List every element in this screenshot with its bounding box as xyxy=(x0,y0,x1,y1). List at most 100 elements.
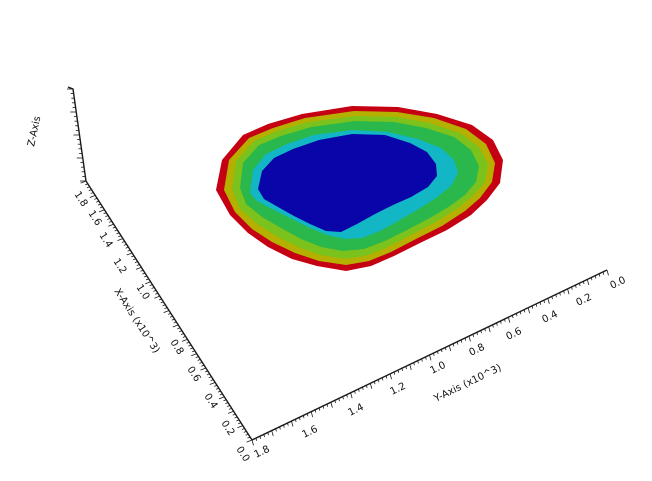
major-tick xyxy=(527,307,530,314)
minor-tick xyxy=(151,287,155,289)
x-tick-label: 1.0 xyxy=(133,283,151,302)
major-tick xyxy=(389,373,392,380)
minor-tick xyxy=(460,339,463,343)
major-tick xyxy=(409,364,412,370)
minor-tick xyxy=(245,433,249,436)
minor-tick xyxy=(531,305,534,309)
major-tick xyxy=(191,353,197,357)
major-tick xyxy=(163,310,170,313)
minor-tick xyxy=(255,438,258,441)
minor-tick xyxy=(287,422,289,426)
minor-tick xyxy=(397,370,400,373)
minor-tick xyxy=(279,426,281,430)
major-tick xyxy=(291,421,294,427)
minor-tick xyxy=(571,286,573,290)
minor-tick xyxy=(551,296,553,300)
minor-tick xyxy=(123,243,127,246)
minor-tick xyxy=(199,361,203,364)
minor-tick xyxy=(90,192,94,194)
minor-tick xyxy=(275,428,277,432)
minor-tick xyxy=(136,264,140,266)
minor-tick xyxy=(302,415,305,419)
minor-tick xyxy=(179,330,183,333)
minor-tick xyxy=(358,388,360,392)
minor-tick xyxy=(417,360,419,364)
major-tick xyxy=(154,295,160,299)
minor-tick xyxy=(492,324,494,328)
minor-tick xyxy=(142,272,146,275)
minor-tick xyxy=(125,246,129,249)
y-tick-label: 0.6 xyxy=(504,326,523,343)
minor-tick xyxy=(232,413,236,416)
minor-tick xyxy=(472,334,475,338)
major-tick xyxy=(209,382,216,385)
x-axis-ticks xyxy=(80,180,253,443)
x-axis-title: X-Axis (x10^3) xyxy=(111,287,161,356)
minor-tick xyxy=(555,294,557,298)
minor-tick xyxy=(131,255,135,258)
voxel-surface xyxy=(216,106,503,271)
major-tick xyxy=(310,411,314,418)
minor-tick xyxy=(334,400,336,404)
minor-tick xyxy=(158,298,162,301)
minor-tick xyxy=(140,269,144,272)
minor-tick xyxy=(464,337,467,341)
minor-tick xyxy=(241,428,245,430)
minor-tick xyxy=(421,358,423,362)
minor-tick xyxy=(539,302,542,305)
minor-tick xyxy=(103,212,107,215)
minor-tick xyxy=(177,327,181,330)
major-tick xyxy=(330,402,333,408)
minor-tick xyxy=(160,301,164,304)
minor-tick xyxy=(385,375,388,379)
major-tick xyxy=(369,383,373,389)
y-tick-label: 0.0 xyxy=(608,275,627,292)
x-tick-label: 1.8 xyxy=(71,190,89,209)
minor-tick xyxy=(480,330,482,334)
minor-tick xyxy=(206,373,210,376)
minor-tick xyxy=(155,292,159,295)
minor-tick xyxy=(500,320,502,324)
minor-tick xyxy=(188,344,192,347)
minor-tick xyxy=(173,321,177,324)
x-tick-label: 0.2 xyxy=(218,419,236,438)
minor-tick xyxy=(195,356,199,358)
minor-tick xyxy=(559,292,561,296)
minor-tick xyxy=(496,322,498,326)
minor-tick xyxy=(322,405,325,409)
minor-tick xyxy=(107,218,111,220)
y-tick-label: 1.6 xyxy=(300,424,319,441)
minor-tick xyxy=(86,186,90,189)
y-tick-label: 1.2 xyxy=(388,381,407,398)
minor-tick xyxy=(354,390,356,394)
major-tick xyxy=(237,425,243,429)
y-tick-label: 0.8 xyxy=(467,342,486,359)
minor-tick xyxy=(484,328,486,332)
minor-tick xyxy=(190,347,194,350)
minor-tick xyxy=(180,333,184,335)
minor-tick xyxy=(121,241,125,243)
minor-tick xyxy=(523,309,526,313)
minor-tick xyxy=(452,343,455,347)
minor-tick xyxy=(238,422,242,425)
major-tick xyxy=(508,317,511,323)
minor-tick xyxy=(437,351,439,355)
y-axis-tick-labels: 1.8 1.6 1.4 1.2 1.0 0.8 0.6 0.4 0.2 0.0 xyxy=(252,275,627,461)
minor-tick xyxy=(234,416,238,419)
minor-tick xyxy=(373,381,376,385)
minor-tick xyxy=(94,197,98,200)
minor-tick xyxy=(413,362,415,366)
minor-tick xyxy=(127,249,131,252)
y-tick-label: 1.8 xyxy=(252,444,271,461)
minor-tick xyxy=(223,399,227,402)
minor-tick xyxy=(425,356,427,360)
major-tick xyxy=(271,430,274,437)
minor-tick xyxy=(99,206,103,209)
x-tick-label: 1.4 xyxy=(96,231,114,250)
minor-tick xyxy=(263,434,265,438)
minor-tick xyxy=(96,200,100,203)
minor-tick xyxy=(149,284,153,287)
minor-tick xyxy=(114,229,118,232)
